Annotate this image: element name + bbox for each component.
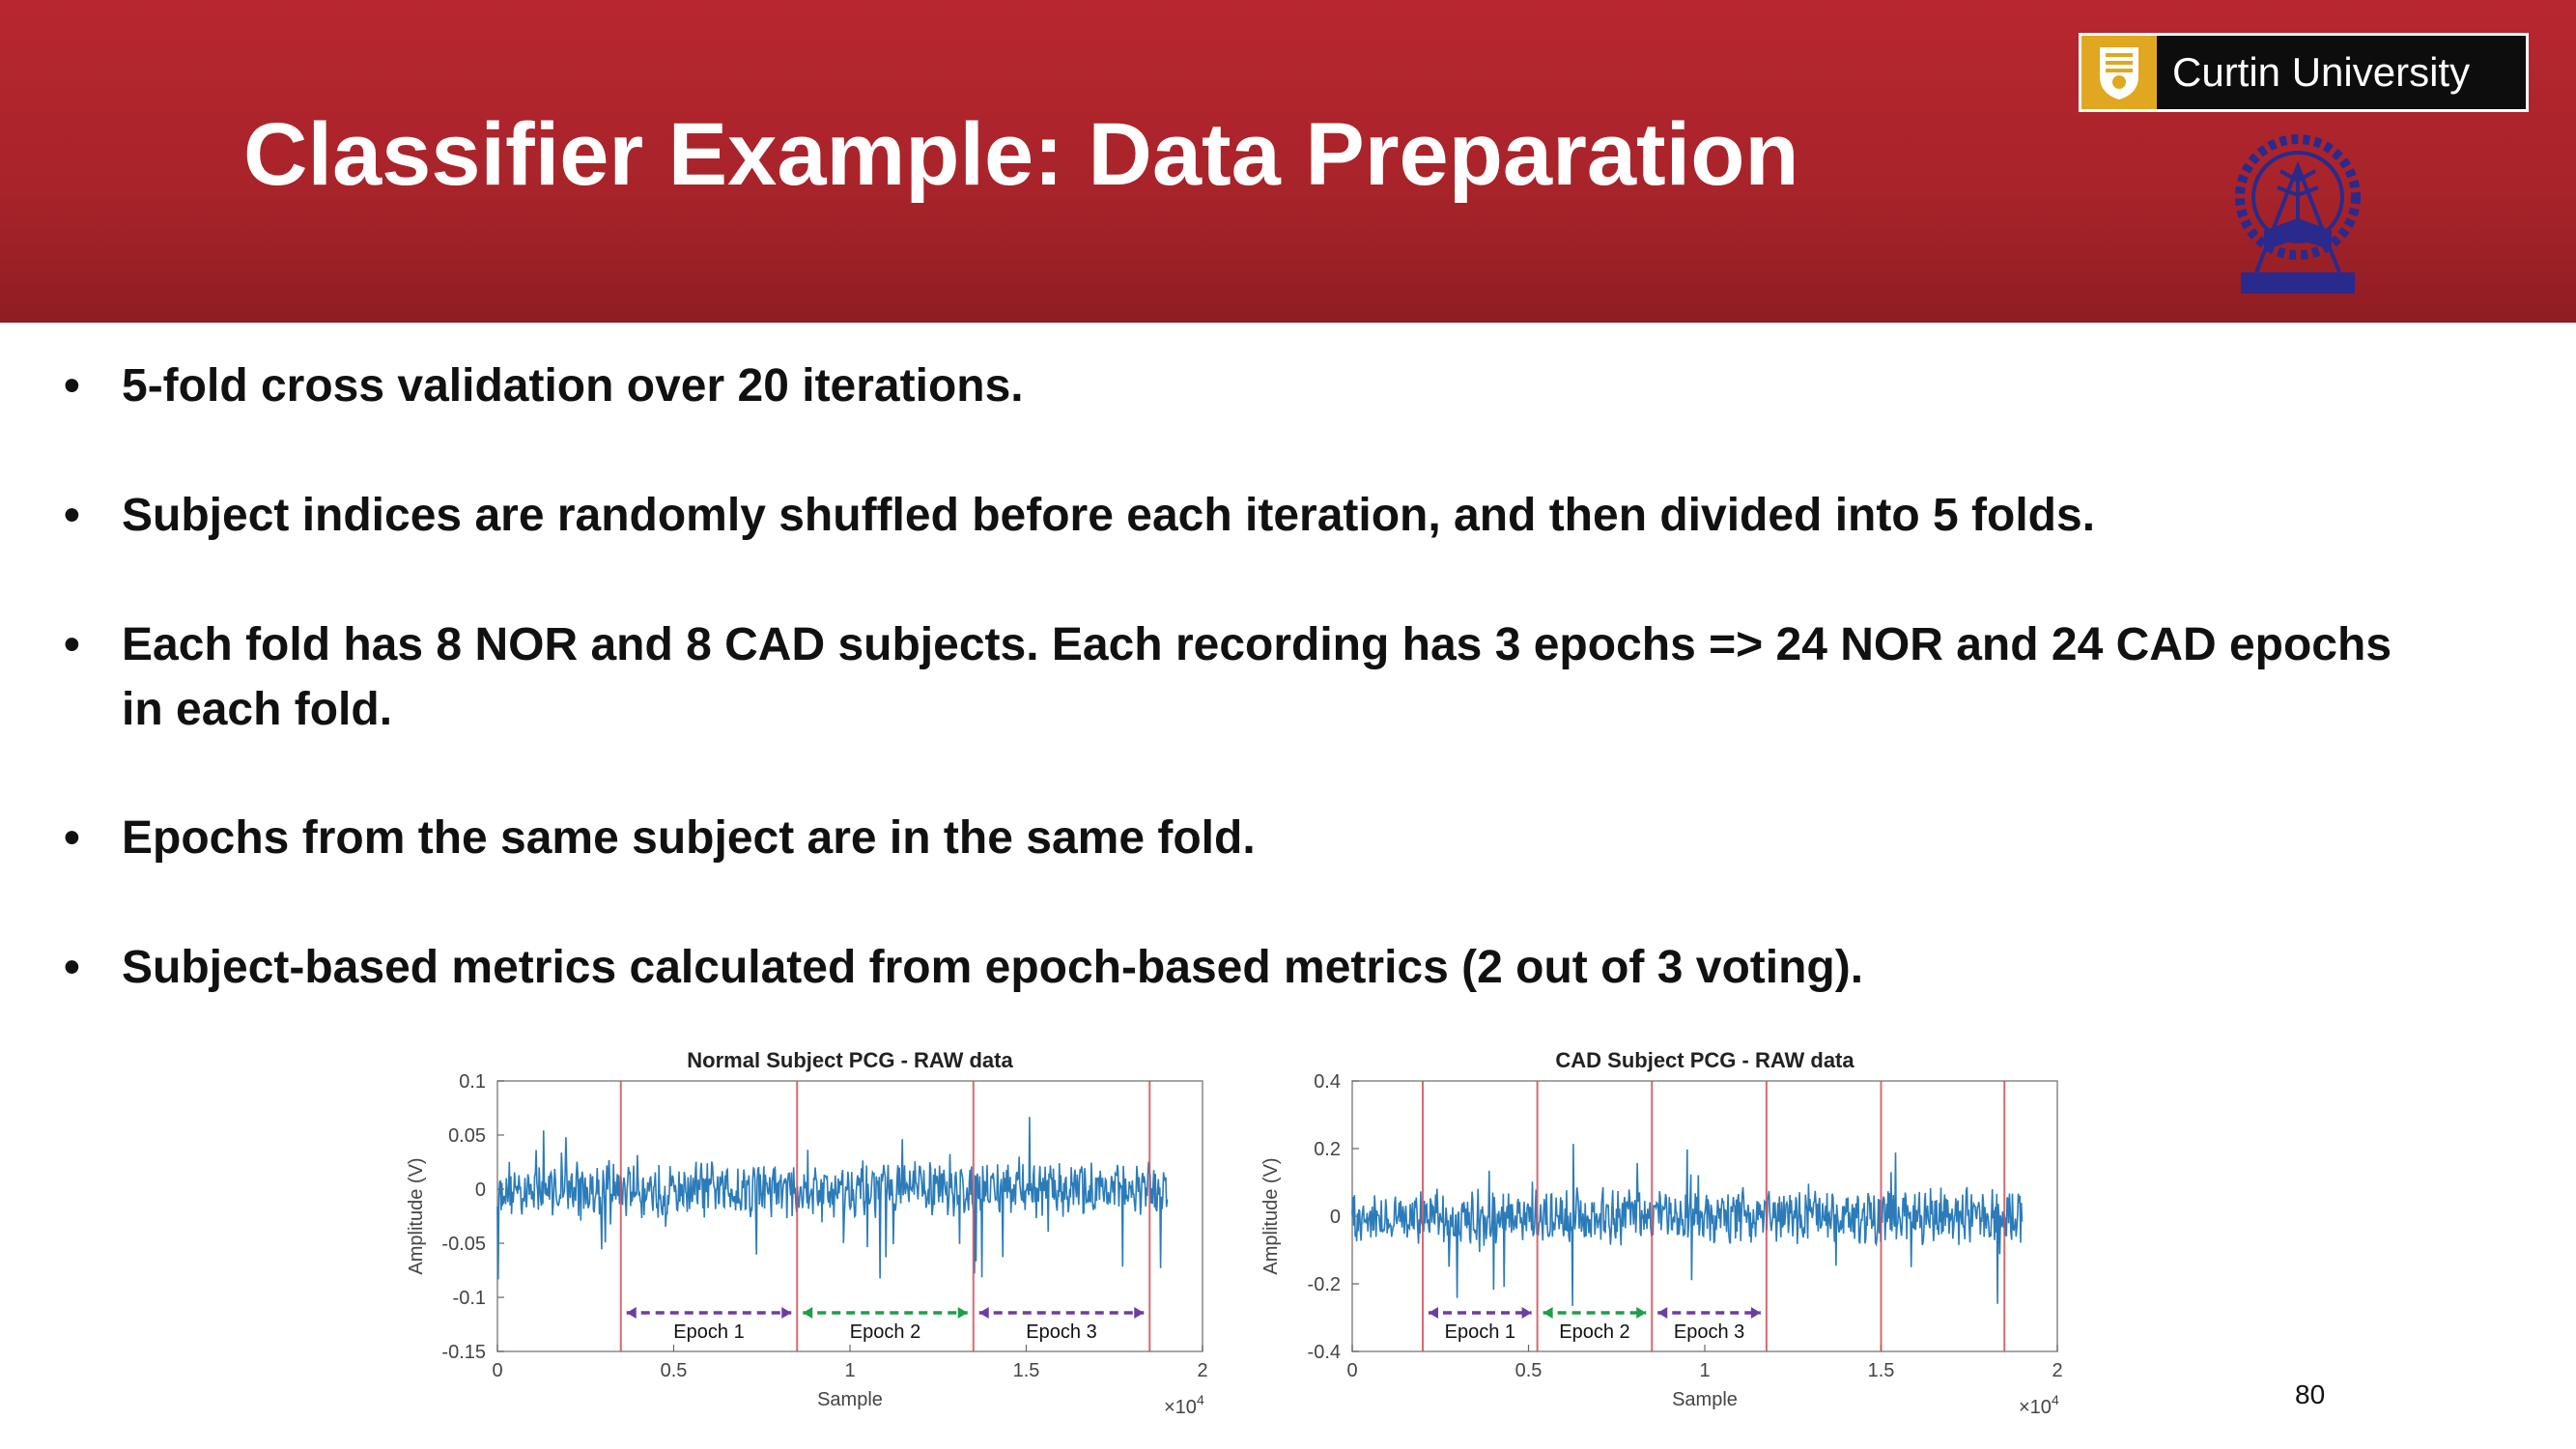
- pcg-signal-line: [1351, 1144, 2024, 1306]
- bullet-text: Subject-based metrics calculated from ep…: [122, 942, 1864, 993]
- epoch-arrow-head-right: [781, 1307, 792, 1319]
- cad-pcg-chart: CAD Subject PCG - RAW data 0 0.5 1 1.5 2 0.4 0.…: [1260, 1048, 2063, 1418]
- curtin-logo-text: Curtin University: [2172, 49, 2471, 95]
- x-tick-label: 0: [1346, 1360, 1357, 1381]
- y-tick-label: 0.1: [459, 1071, 486, 1093]
- y-tick-label: 0: [1330, 1207, 1341, 1228]
- slide-header: Classifier Example: Data Preparation Cur…: [0, 0, 2576, 323]
- x-axis-multiplier: ×104: [2019, 1392, 2059, 1418]
- chart-title: Normal Subject PCG - RAW data: [687, 1048, 1013, 1072]
- slide-title: Classifier Example: Data Preparation: [243, 105, 1799, 204]
- curtin-crest-icon: [2081, 36, 2157, 109]
- institute-seal-icon: [2235, 134, 2361, 294]
- curtin-university-logo: Curtin University: [2079, 33, 2529, 112]
- bullet-text: Each fold has 8 NOR and 8 CAD subjects. …: [122, 619, 2392, 670]
- x-axis-label: Sample: [817, 1389, 883, 1410]
- epoch-arrow-head-left: [1543, 1307, 1553, 1319]
- x-tick-label: 1.5: [1013, 1360, 1040, 1381]
- epoch-arrow-head-right: [1521, 1307, 1532, 1319]
- bullet-symbol: •: [64, 812, 80, 864]
- y-tick-label: 0.2: [1314, 1139, 1341, 1160]
- bullet-symbol: •: [64, 360, 80, 412]
- normal-pcg-chart: Normal Subject PCG - RAW data 0 0.5 1 1.5 2 0.…: [406, 1048, 1208, 1418]
- bullet-symbol: •: [64, 490, 80, 541]
- bullet-symbol: •: [64, 942, 80, 993]
- y-tick-label: 0: [475, 1179, 486, 1201]
- x-tick-label: 2: [2052, 1360, 2062, 1381]
- page-number: 80: [2295, 1379, 2326, 1409]
- epoch-label: Epoch 3: [1026, 1321, 1096, 1343]
- epoch-label: Epoch 2: [850, 1321, 920, 1343]
- y-tick-label: -0.4: [1308, 1342, 1341, 1363]
- epoch-label: Epoch 3: [1674, 1321, 1744, 1343]
- x-tick-label: 2: [1197, 1360, 1207, 1381]
- x-tick-label: 0.5: [661, 1360, 688, 1381]
- epoch-arrow-head-left: [626, 1307, 637, 1319]
- bullet-text: 5-fold cross validation over 20 iteratio…: [122, 360, 1024, 412]
- y-tick-label: 0.05: [448, 1125, 486, 1147]
- epoch-arrow-head-right: [1636, 1307, 1647, 1319]
- y-tick-label: -0.2: [1308, 1274, 1341, 1295]
- epoch-label: Epoch 2: [1559, 1321, 1629, 1343]
- epoch-label: Epoch 1: [1445, 1321, 1515, 1343]
- epoch-arrow-head-right: [1750, 1307, 1761, 1319]
- bullet-text-continuation: in each fold.: [122, 684, 393, 735]
- x-tick-label: 1.5: [1868, 1360, 1895, 1381]
- plot-area: [496, 1080, 1203, 1352]
- epoch-arrow-head-left: [1657, 1307, 1668, 1319]
- x-axis-label: Sample: [1672, 1389, 1738, 1410]
- y-axis-label: Amplitude (V): [1260, 1157, 1282, 1274]
- epoch-label: Epoch 1: [673, 1321, 744, 1343]
- bullet-symbol: •: [64, 619, 80, 670]
- chart-title: CAD Subject PCG - RAW data: [1555, 1048, 1854, 1072]
- x-axis-multiplier: ×104: [1164, 1392, 1204, 1418]
- epoch-arrow-head-left: [978, 1307, 989, 1319]
- pcg-signal-line: [496, 1117, 1169, 1280]
- epoch-arrow-head-right: [1134, 1307, 1145, 1319]
- epoch-arrow-head-left: [1429, 1307, 1438, 1319]
- x-tick-label: 1: [844, 1360, 855, 1381]
- bullet-text: Epochs from the same subject are in the …: [122, 812, 1256, 864]
- epoch-arrow-head-left: [803, 1307, 813, 1319]
- x-tick-label: 0: [492, 1360, 502, 1381]
- x-tick-label: 1: [1699, 1360, 1710, 1381]
- y-tick-label: -0.15: [441, 1342, 486, 1363]
- bullet-text: Subject indices are randomly shuffled be…: [122, 490, 2096, 541]
- x-tick-label: 0.5: [1515, 1360, 1543, 1381]
- y-tick-label: -0.05: [441, 1234, 486, 1255]
- epoch-arrow-head-right: [957, 1307, 968, 1319]
- y-tick-label: -0.1: [453, 1288, 486, 1309]
- y-axis-label: Amplitude (V): [406, 1157, 427, 1274]
- y-tick-label: 0.4: [1314, 1071, 1341, 1093]
